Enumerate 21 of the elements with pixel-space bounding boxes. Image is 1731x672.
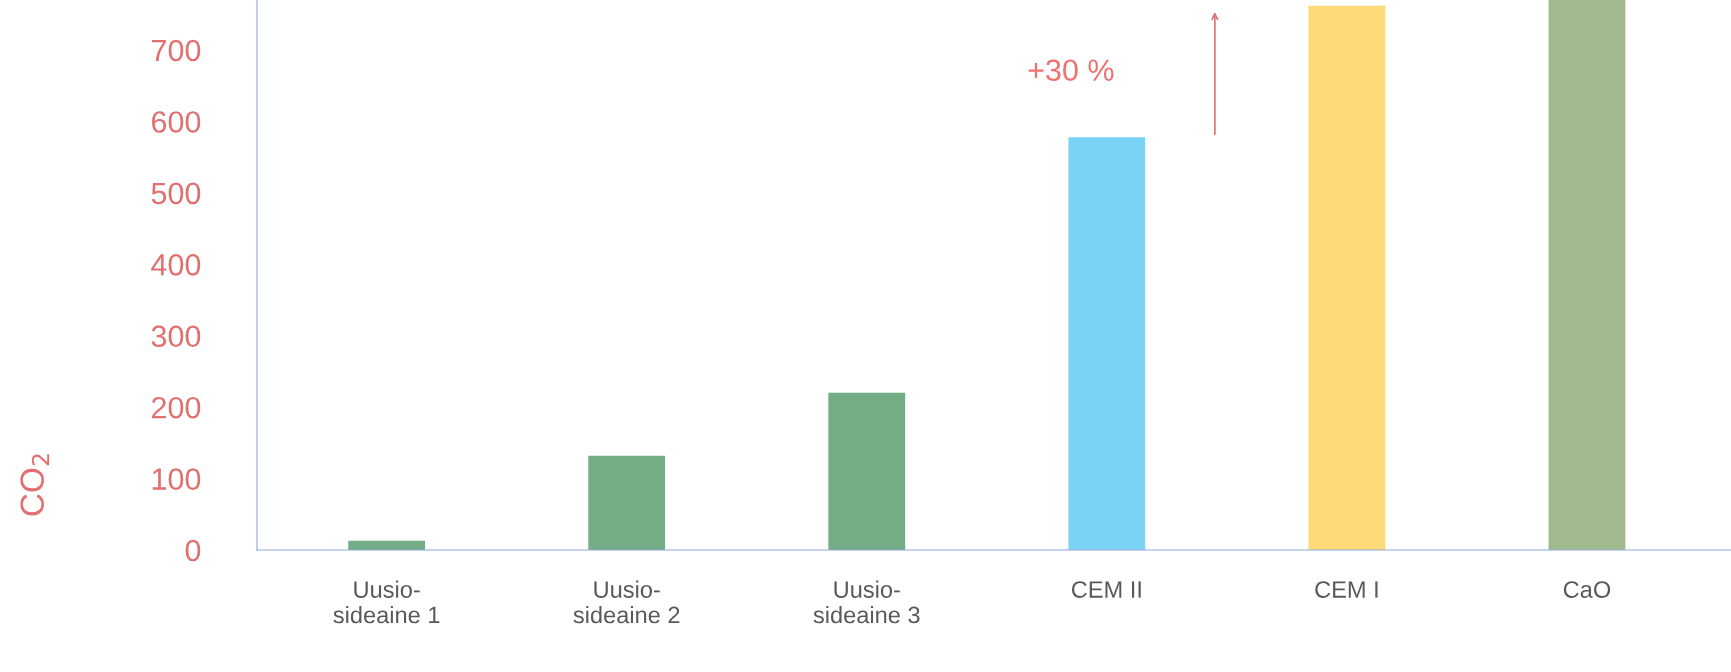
y-tick-label: 0 <box>185 539 201 562</box>
x-tick-label: Uusio- sideaine 1 <box>333 580 440 624</box>
y-tick-label: 600 <box>152 111 201 133</box>
y-axis-title: CO$_{2}$ <box>20 454 50 516</box>
x-tick-label: CEM I <box>1315 581 1378 598</box>
x-tick-label: Uusio- sideaine 3 <box>813 580 920 624</box>
y-tick-label: 700 <box>152 39 201 62</box>
bar <box>1548 0 1626 550</box>
y-tick-label: 400 <box>151 254 201 276</box>
x-tick-label: Uusio- sideaine 2 <box>573 580 680 624</box>
x-tick-label: CaO <box>1563 581 1611 598</box>
y-tick-label: 300 <box>151 325 201 348</box>
y-tick-label: 100 <box>152 468 201 490</box>
y-tick-label: 200 <box>152 396 201 419</box>
bar <box>1068 137 1146 550</box>
y-tick-label: 500 <box>151 182 201 205</box>
bar <box>1308 5 1386 550</box>
bar <box>828 392 906 550</box>
x-tick-label: CEM II <box>1071 581 1141 598</box>
bar <box>588 455 666 550</box>
annotation: +30 % <box>1028 59 1114 82</box>
